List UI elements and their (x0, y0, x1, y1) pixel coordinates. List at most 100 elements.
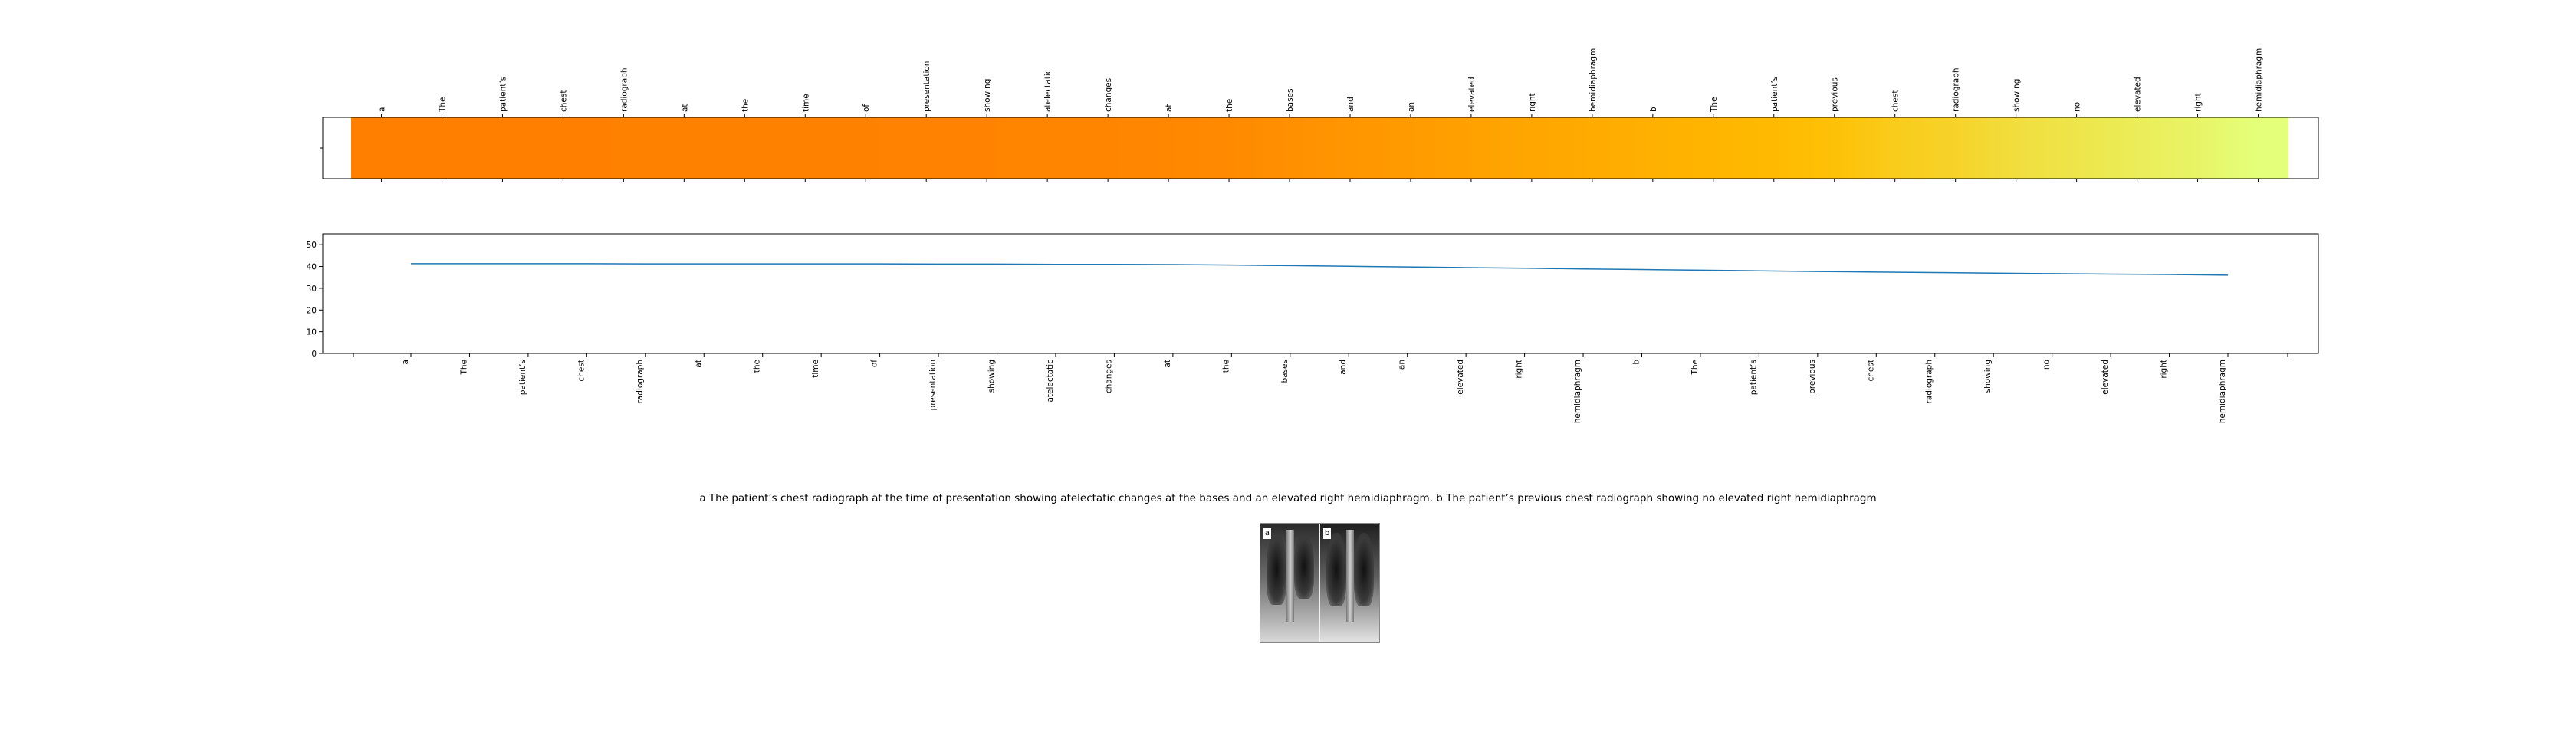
heatmap-token-label: The (438, 97, 447, 113)
heatmap-cell (1501, 117, 1562, 179)
heatmap-token-label: showing (2013, 79, 2022, 112)
token-heatmap-chart: a The patient’s chest radiograph at the time of p… (320, 48, 2319, 182)
heatmap-token-label: the (1225, 99, 1234, 112)
x-axis-token-label: elevated (1456, 360, 1465, 395)
panel-label-a: a (1263, 528, 1271, 539)
heatmap-band (351, 117, 2288, 179)
spine-shadow (1346, 530, 1354, 622)
heatmap-token-label: hemidiaphragm (1589, 48, 1598, 112)
heatmap-token-label: time (801, 94, 810, 112)
heatmap-token-label: right (2194, 93, 2203, 112)
heatmap-cell (1925, 117, 1986, 179)
heatmap-cell (1986, 117, 2046, 179)
y-axis-tick-label: 30 (307, 284, 317, 294)
heatmap-cell (1441, 117, 1501, 179)
radiograph-panel-b: b (1320, 524, 1379, 642)
x-axis-token-label: time (811, 360, 820, 378)
heatmap-cell (1260, 117, 1320, 179)
heatmap-token-label: The (1710, 97, 1719, 113)
heatmap-cell (533, 117, 593, 179)
heatmap-token-label: showing (983, 79, 992, 112)
x-axis-token-label: The (1691, 360, 1700, 376)
x-axis-token-label: patient’s (1749, 360, 1758, 395)
x-axis-token-label: the (753, 360, 762, 373)
x-axis-token-label: chest (577, 360, 586, 381)
heatmap-cell (1804, 117, 1865, 179)
lung-shadow (1294, 534, 1314, 599)
x-axis-token-label: at (694, 360, 703, 368)
y-axis-tick-label: 50 (307, 241, 317, 250)
x-axis-token-label: presentation (928, 360, 938, 410)
x-axis-token-label: The (459, 360, 468, 376)
panel-label-b: b (1323, 528, 1331, 539)
heatmap-cell (2167, 117, 2228, 179)
heatmap-cell (1562, 117, 1622, 179)
heatmap-cell (775, 117, 836, 179)
x-axis-token-label: right (2160, 360, 2169, 379)
heatmap-token-label: a (377, 107, 386, 112)
x-axis-token-label: patient’s (518, 360, 527, 395)
x-axis-token-label: radiograph (1925, 360, 1934, 404)
x-axis-token-label: right (1515, 360, 1524, 379)
heatmap-cell (1622, 117, 1683, 179)
x-axis-token-label: chest (1866, 360, 1875, 381)
heatmap-token-label: elevated (1467, 77, 1477, 112)
figure-caption: a The patient’s chest radiograph at the … (699, 492, 1877, 504)
token-line-chart: 0 10 20 30 40 50 a The patient’s chest radiograph a… (307, 233, 2319, 423)
heatmap-cell (1017, 117, 1078, 179)
x-axis-token-label: of (870, 360, 879, 367)
x-axis-token-label: at (1163, 360, 1172, 368)
heatmap-cell (896, 117, 957, 179)
x-axis-token-label: the (1221, 360, 1230, 373)
heatmap-token-label: patient’s (1770, 77, 1779, 112)
heatmap-token-label: and (1346, 97, 1355, 112)
y-axis-tick-label: 0 (311, 350, 317, 359)
y-axis-tick-label: 20 (307, 306, 317, 315)
line-axes-frame (322, 233, 2319, 354)
heatmap-cell (715, 117, 775, 179)
radiograph-panel-a: a (1260, 524, 1319, 642)
x-axis-token-label: hemidiaphragm (2218, 360, 2227, 423)
heatmap-token-label: the (741, 99, 750, 112)
heatmap-token-label: no (2073, 102, 2082, 112)
heatmap-token-label: patient’s (498, 77, 508, 112)
heatmap-token-label: at (1165, 104, 1174, 112)
heatmap-cell (1743, 117, 1804, 179)
heatmap-token-label: previous (1831, 77, 1840, 112)
heatmap-cell (593, 117, 654, 179)
panel-divider (1319, 524, 1320, 642)
heatmap-token-label: presentation (922, 61, 932, 112)
x-axis-token-label: showing (1983, 360, 1993, 393)
heatmap-cell (1078, 117, 1138, 179)
heatmap-cell (1683, 117, 1743, 179)
heatmap-token-label: at (680, 104, 689, 112)
y-axis-tick-label: 40 (307, 263, 317, 272)
heatmap-token-label: radiograph (619, 68, 629, 113)
heatmap-token-label: an (1407, 102, 1416, 112)
x-axis-token-label: b (1631, 360, 1641, 365)
heatmap-token-label: b (1649, 107, 1658, 112)
x-axis-token-label: atelectatic (1046, 360, 1055, 402)
heatmap-token-label: bases (1286, 88, 1295, 112)
heatmap-cell (836, 117, 896, 179)
x-axis-token-label: no (2042, 360, 2052, 370)
heatmap-cell (1865, 117, 1925, 179)
heatmap-cell (412, 117, 472, 179)
heatmap-token-label: chest (1891, 90, 1901, 112)
heatmap-token-label: of (862, 104, 871, 112)
x-axis-token-label: an (1398, 360, 1407, 370)
x-axis-token-label: a (401, 360, 410, 364)
x-axis-token-label: bases (1280, 360, 1290, 383)
lung-shadow (1354, 533, 1374, 606)
heatmap-cell (472, 117, 533, 179)
heatmap-cell (957, 117, 1017, 179)
heatmap-cell (351, 117, 412, 179)
heatmap-token-label: right (1528, 93, 1537, 112)
heatmap-cell (2228, 117, 2288, 179)
heatmap-cell (654, 117, 715, 179)
heatmap-cell (1320, 117, 1381, 179)
heatmap-token-label: elevated (2134, 77, 2143, 112)
x-axis-token-label: showing (987, 360, 997, 393)
heatmap-token-label: radiograph (1952, 68, 1961, 113)
heatmap-token-label: hemidiaphragm (2255, 48, 2264, 112)
